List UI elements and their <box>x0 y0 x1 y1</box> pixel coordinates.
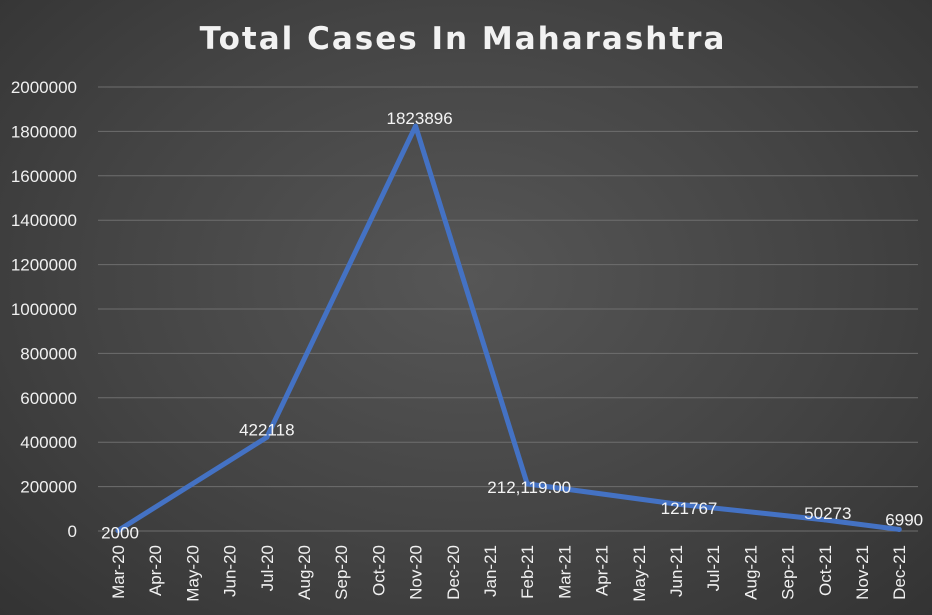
data-label: 121767 <box>661 499 718 518</box>
data-point <box>264 434 270 440</box>
y-tick-label: 1800000 <box>11 122 77 141</box>
x-tick-label: Aug-20 <box>295 545 314 600</box>
x-tick-label: Aug-21 <box>741 545 760 600</box>
x-tick-label: Jul-21 <box>704 545 723 591</box>
data-label: 50273 <box>804 504 851 523</box>
data-point <box>413 123 419 129</box>
x-tick-label: May-21 <box>630 545 649 602</box>
x-axis-ticks: Mar-20 Apr-20 May-20 Jun-20 Jul-20 Aug-20 Sep-… <box>109 545 909 602</box>
data-label: 422118 <box>239 420 294 439</box>
x-tick-label: Nov-20 <box>407 545 426 600</box>
y-tick-label: 1600000 <box>11 167 77 186</box>
x-tick-label: Jun-20 <box>221 545 240 597</box>
y-tick-label: 200000 <box>20 478 77 497</box>
chart-title: Total Cases In Maharashtra <box>200 21 727 57</box>
y-tick-label: 400000 <box>20 433 77 452</box>
data-point <box>822 517 828 523</box>
x-tick-label: Sep-20 <box>332 545 351 600</box>
data-label: 212,119.00 <box>487 478 571 497</box>
data-point <box>673 501 679 507</box>
y-axis-ticks: 0 200000 400000 600000 800000 1000000 1200000 1… <box>11 78 77 541</box>
y-tick-label: 1000000 <box>11 300 77 319</box>
y-tick-label: 600000 <box>20 389 77 408</box>
grid <box>98 86 918 532</box>
y-tick-label: 1400000 <box>11 211 77 230</box>
data-label: 6990 <box>885 510 923 529</box>
data-point <box>896 526 902 532</box>
data-point <box>524 481 530 487</box>
series-line <box>115 123 902 534</box>
x-tick-label: Jan-21 <box>481 545 500 597</box>
data-point <box>115 528 121 534</box>
x-tick-label: Oct-21 <box>816 545 835 596</box>
x-tick-label: Mar-21 <box>555 545 574 599</box>
data-labels: 2000 422118 1823896 212,119.00 121767 50273 69… <box>101 109 923 542</box>
y-tick-label: 0 <box>68 522 77 541</box>
x-tick-label: Oct-20 <box>369 545 388 596</box>
x-tick-label: Jul-20 <box>258 545 277 591</box>
x-tick-label: Dec-20 <box>444 545 463 600</box>
y-tick-label: 800000 <box>20 344 77 363</box>
data-label: 2000 <box>101 524 139 543</box>
x-tick-label: Dec-21 <box>890 545 909 600</box>
x-tick-label: May-20 <box>183 545 202 602</box>
series-line-layer <box>115 123 902 534</box>
x-tick-label: Apr-21 <box>593 545 612 596</box>
x-tick-label: Feb-21 <box>518 545 537 599</box>
x-tick-label: Apr-20 <box>146 545 165 596</box>
y-tick-label: 2000000 <box>11 78 77 97</box>
x-tick-label: Nov-21 <box>853 545 872 600</box>
x-tick-label: Mar-20 <box>109 545 128 599</box>
y-tick-label: 1200000 <box>11 256 77 275</box>
x-tick-label: Sep-21 <box>779 545 798 600</box>
x-tick-label: Jun-21 <box>667 545 686 597</box>
data-label: 1823896 <box>387 109 453 128</box>
